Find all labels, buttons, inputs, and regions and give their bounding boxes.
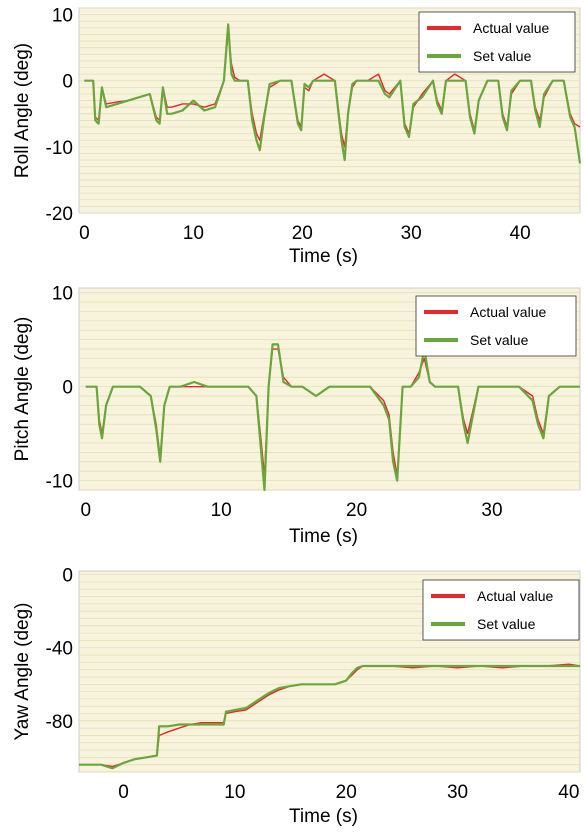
yaw-y-ticks: 0 -40 -80 [46,566,73,733]
roll-x-tick-label: 0 [79,223,90,244]
yaw-series-set-line [79,664,580,770]
roll-x-tick-label: 40 [510,223,531,244]
pitch-legend-label-set: Set value [470,332,529,348]
yaw-y-tick-label: -80 [46,712,73,733]
pitch-x-tick-label: 30 [481,500,502,521]
roll-y-tick-label: -10 [46,138,73,159]
roll-x-tick-label: 30 [401,223,422,244]
pitch-legend: Actual value Set value [415,295,577,357]
yaw-chart-panel: 0 -40 -80 0 10 20 30 40 Time (s) Yaw Angle (de… [12,566,581,827]
roll-y-tick-label: -20 [46,204,73,225]
pitch-series-set-line [85,343,580,492]
pitch-y-tick-label: 0 [62,378,73,399]
roll-legend-box [418,11,576,73]
yaw-x-tick-label: 0 [118,782,129,803]
yaw-x-axis-title: Time (s) [289,806,358,827]
yaw-y-axis-title: Yaw Angle (deg) [12,602,33,740]
roll-grid [79,7,580,214]
yaw-series-group [79,663,581,770]
roll-x-tick-label: 10 [183,223,204,244]
pitch-y-tick-label: 10 [52,284,73,305]
roll-y-tick-label: 10 [52,6,73,27]
yaw-x-tick-label: 10 [224,782,245,803]
yaw-x-tick-label: 20 [336,782,357,803]
pitch-y-axis-title: Pitch Angle (deg) [12,317,33,462]
roll-chart-panel: 10 0 -10 -20 0 10 20 30 40 Time (s) Roll Angle … [12,6,582,267]
pitch-x-ticks: 0 10 20 30 [80,500,502,521]
yaw-x-tick-label: 40 [558,782,579,803]
yaw-x-tick-label: 30 [447,782,468,803]
pitch-x-tick-label: 20 [346,500,367,521]
roll-series-set-line [84,23,582,164]
roll-legend-label-actual: Actual value [473,20,549,36]
pitch-legend-label-actual: Actual value [470,304,546,320]
pitch-series-group [85,343,580,492]
roll-series-group [84,23,582,164]
roll-x-tick-label: 20 [292,223,313,244]
yaw-legend-label-actual: Actual value [477,588,553,604]
pitch-chart-panel: 10 0 -10 0 10 20 30 Time (s) Pitch Angle (deg… [12,284,581,547]
yaw-legend-box [422,579,580,641]
pitch-y-tick-label: -10 [46,472,73,493]
roll-legend-label-set: Set value [473,48,532,64]
roll-x-ticks: 0 10 20 30 40 [79,223,531,244]
pitch-x-axis-title: Time (s) [289,526,358,547]
roll-y-ticks: 10 0 -10 -20 [46,6,73,225]
roll-legend: Actual value Set value [418,11,576,73]
yaw-y-tick-label: -40 [46,639,73,660]
roll-y-tick-label: 0 [62,72,73,93]
roll-y-axis-title: Roll Angle (deg) [12,43,33,178]
yaw-x-ticks: 0 10 20 30 40 [118,782,579,803]
roll-x-axis-title: Time (s) [289,246,358,267]
pitch-y-ticks: 10 0 -10 [46,284,73,493]
pitch-x-tick-label: 0 [80,500,91,521]
yaw-legend: Actual value Set value [422,579,580,641]
yaw-legend-label-set: Set value [477,616,536,632]
yaw-y-tick-label: 0 [62,566,73,587]
pitch-x-tick-label: 10 [211,500,232,521]
pitch-legend-box [415,295,577,357]
